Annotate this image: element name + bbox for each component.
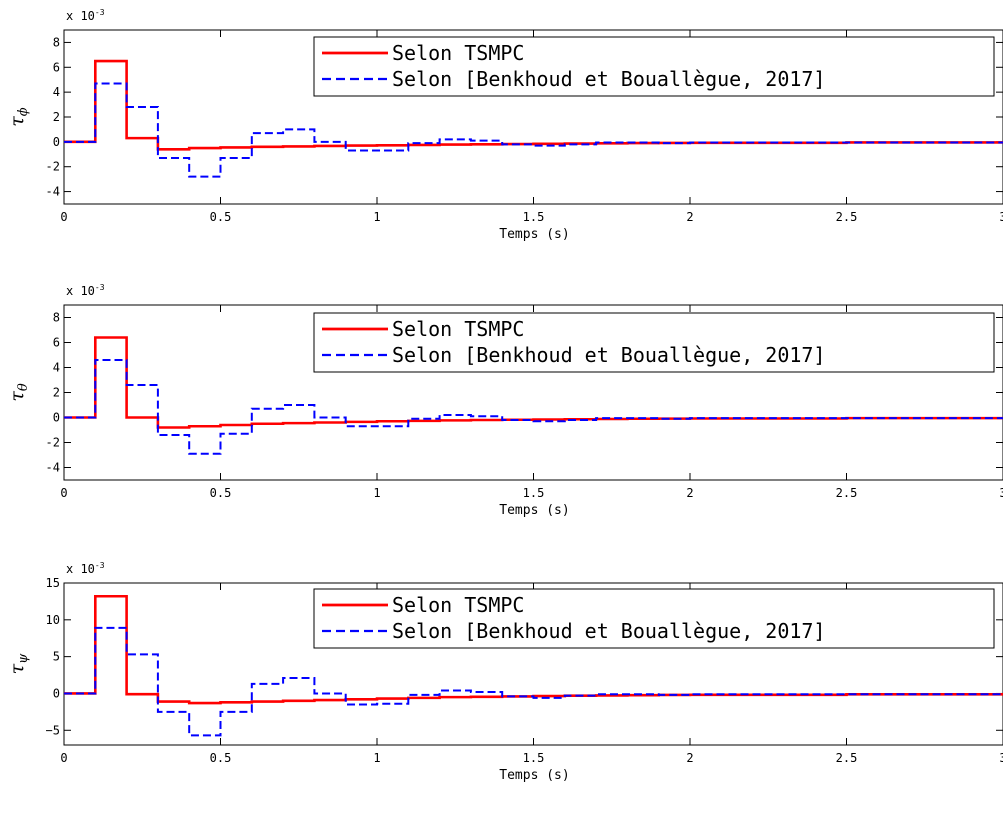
x-tick-label: 1: [373, 486, 380, 500]
y-tick-label: 6: [53, 336, 60, 350]
series-line-benkhoud: [64, 359, 1003, 455]
x-tick-label: 0.5: [210, 486, 232, 500]
y-tick-label: 6: [53, 60, 60, 74]
y-tick-label: 5: [53, 650, 60, 664]
y-tick-label: -2: [46, 436, 60, 450]
y-tick-label: 4: [53, 85, 60, 99]
legend-box: [313, 36, 995, 97]
x-tick-label: 3: [999, 751, 1003, 765]
x-tick-label: 2.5: [836, 751, 858, 765]
x-tick-label: 1: [373, 751, 380, 765]
x-tick-label: 3: [999, 210, 1003, 224]
x-tick-label: 2: [686, 751, 693, 765]
axis-scale-label: x 10-3: [66, 561, 105, 576]
x-tick-label: 1.5: [523, 751, 545, 765]
y-tick-label: -2: [46, 160, 60, 174]
axis-scale-label: x 10-3: [66, 8, 105, 23]
x-axis-label: Temps (s): [499, 227, 569, 242]
x-tick-label: 3: [999, 486, 1003, 500]
legend-label: Selon [Benkhoud et Bouallègue, 2017]: [392, 343, 825, 367]
legend-label: Selon TSMPC: [392, 41, 524, 65]
y-tick-label: 8: [53, 311, 60, 325]
y-tick-label: 4: [53, 361, 60, 375]
y-tick-label: 8: [53, 35, 60, 49]
chart-panel-1: 0 0.5 1 1.5 2 2.5 3 -4 -2 0 2 4 6 8 x 10-3 Temps (s) τϕ S…: [6, 8, 1003, 242]
legend-label: Selon [Benkhoud et Bouallègue, 2017]: [392, 619, 825, 643]
y-axis-label: τθ: [6, 383, 31, 402]
y-tick-label: 15: [46, 576, 60, 590]
y-tick-label: -4: [46, 185, 60, 199]
y-tick-label: 0: [53, 135, 60, 149]
x-tick-label: 0.5: [210, 751, 232, 765]
y-axis-label: τϕ: [6, 107, 31, 127]
y-tick-label: 0: [53, 686, 60, 700]
legend-label: Selon TSMPC: [392, 317, 524, 341]
x-axis-label: Temps (s): [499, 503, 569, 518]
x-tick-label: 0: [60, 751, 67, 765]
axis-scale-label: x 10-3: [66, 283, 105, 298]
x-tick-label: 2.5: [836, 486, 858, 500]
legend-box: [313, 588, 995, 649]
x-tick-label: 1.5: [523, 210, 545, 224]
x-tick-label: 1.5: [523, 486, 545, 500]
x-tick-label: 0: [60, 210, 67, 224]
x-tick-label: 0.5: [210, 210, 232, 224]
y-tick-label: -4: [46, 461, 60, 475]
series-line-benkhoud: [64, 626, 1003, 737]
legend-label: Selon [Benkhoud et Bouallègue, 2017]: [392, 67, 825, 91]
x-tick-label: 0: [60, 486, 67, 500]
y-axis-label: τψ: [6, 653, 31, 675]
legend-box: [313, 312, 995, 373]
chart-panel-2: 0 0.5 1 1.5 2 2.5 3 -4 -2 0 2 4 6 8 x 10-3 Temps (s) τθ S…: [6, 283, 1003, 518]
x-tick-label: 2.5: [836, 210, 858, 224]
x-tick-label: 2: [686, 210, 693, 224]
legend-label: Selon TSMPC: [392, 593, 524, 617]
x-tick-label: 1: [373, 210, 380, 224]
y-tick-label: 2: [53, 110, 60, 124]
x-tick-label: 2: [686, 486, 693, 500]
y-tick-label: 0: [53, 411, 60, 425]
y-tick-label: 2: [53, 386, 60, 400]
y-tick-label: −5: [46, 723, 60, 737]
series-line-benkhoud: [64, 82, 1003, 178]
y-tick-label: 10: [46, 613, 60, 627]
x-axis-label: Temps (s): [499, 768, 569, 783]
